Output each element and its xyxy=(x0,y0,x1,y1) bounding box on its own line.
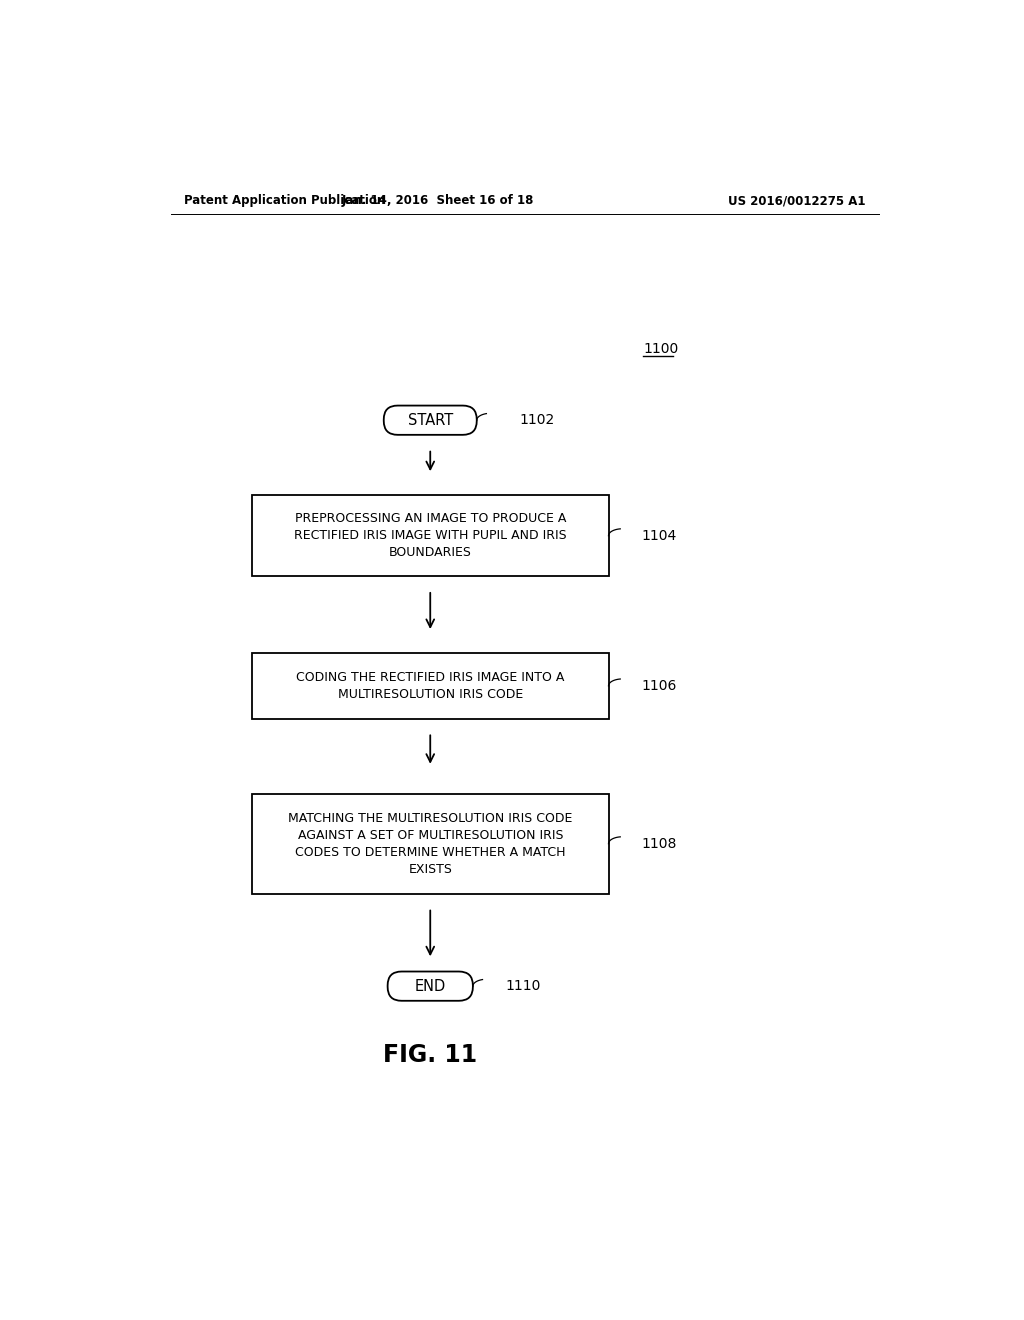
Text: 1110: 1110 xyxy=(506,979,541,993)
Text: PREPROCESSING AN IMAGE TO PRODUCE A
RECTIFIED IRIS IMAGE WITH PUPIL AND IRIS
BOU: PREPROCESSING AN IMAGE TO PRODUCE A RECT… xyxy=(294,512,566,560)
FancyBboxPatch shape xyxy=(252,793,608,894)
Text: US 2016/0012275 A1: US 2016/0012275 A1 xyxy=(728,194,866,207)
Text: 1104: 1104 xyxy=(641,529,676,543)
FancyBboxPatch shape xyxy=(384,405,477,434)
FancyBboxPatch shape xyxy=(252,653,608,718)
Text: 1100: 1100 xyxy=(643,342,679,356)
FancyBboxPatch shape xyxy=(252,495,608,576)
FancyBboxPatch shape xyxy=(388,972,473,1001)
Text: Patent Application Publication: Patent Application Publication xyxy=(183,194,385,207)
Text: 1108: 1108 xyxy=(641,837,677,850)
Text: END: END xyxy=(415,978,445,994)
Text: FIG. 11: FIG. 11 xyxy=(383,1043,477,1068)
Text: START: START xyxy=(408,413,453,428)
Text: CODING THE RECTIFIED IRIS IMAGE INTO A
MULTIRESOLUTION IRIS CODE: CODING THE RECTIFIED IRIS IMAGE INTO A M… xyxy=(296,671,564,701)
Text: 1102: 1102 xyxy=(519,413,555,428)
Text: 1106: 1106 xyxy=(641,678,677,693)
Text: Jan. 14, 2016  Sheet 16 of 18: Jan. 14, 2016 Sheet 16 of 18 xyxy=(342,194,535,207)
Text: MATCHING THE MULTIRESOLUTION IRIS CODE
AGAINST A SET OF MULTIRESOLUTION IRIS
COD: MATCHING THE MULTIRESOLUTION IRIS CODE A… xyxy=(288,812,572,875)
